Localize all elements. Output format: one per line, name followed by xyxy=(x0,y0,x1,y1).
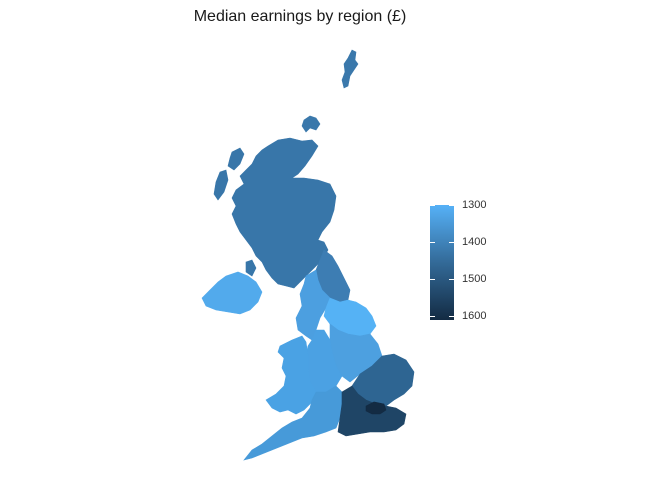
legend-tick-mark-left xyxy=(430,316,435,318)
legend-tick-mark-right xyxy=(449,205,454,206)
region-scotland xyxy=(231,137,337,289)
legend-tick-label: 1600 xyxy=(462,310,487,323)
region-scotland-arran xyxy=(245,259,257,277)
region-london xyxy=(365,401,387,415)
map-title: Median earnings by region (£) xyxy=(193,8,407,25)
region-orkney xyxy=(301,115,321,133)
legend-tick-label: 1400 xyxy=(462,236,487,249)
legend-tick-mark-left xyxy=(430,279,435,281)
legend-color-bar xyxy=(430,205,454,320)
legend-tick-label: 1300 xyxy=(462,199,487,211)
legend-tick-mark-left xyxy=(430,205,435,206)
region-scotland-hebrides xyxy=(213,169,229,201)
legend-tick-label: 1500 xyxy=(462,273,487,286)
region-shetland xyxy=(341,49,359,89)
region-wales xyxy=(265,335,317,415)
legend-tick-mark-right xyxy=(449,279,454,281)
legend-tick-mark-right xyxy=(449,316,454,318)
legend-tick-mark-right xyxy=(449,242,454,244)
legend-tick-mark-left xyxy=(430,242,435,244)
region-northern-ireland xyxy=(201,271,263,315)
region-scotland-skye xyxy=(227,147,245,171)
legend: 1300 1400 1500 1600 xyxy=(430,199,510,323)
